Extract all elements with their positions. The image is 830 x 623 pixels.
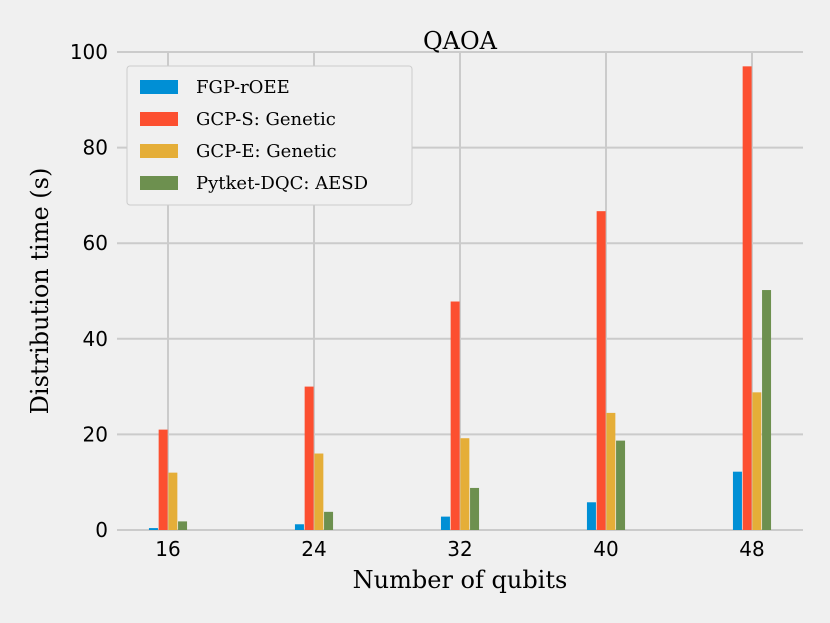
y-tick-label: 0 (95, 518, 108, 542)
chart-title: QAOA (423, 27, 498, 55)
bar-gcp-e-genetic-48 (752, 392, 762, 530)
bar-pytket-dqc-aesd-24 (324, 511, 334, 530)
bar-gcp-s-genetic-24 (304, 386, 314, 530)
legend-label: FGP-rOEE (196, 77, 290, 98)
bar-gcp-e-genetic-24 (314, 453, 324, 530)
bar-gcp-s-genetic-48 (742, 66, 752, 530)
y-tick-label: 100 (70, 40, 108, 64)
bar-pytket-dqc-aesd-40 (616, 440, 626, 530)
x-tick-label: 16 (155, 537, 180, 561)
legend-label: GCP-E: Genetic (196, 141, 337, 162)
bar-fgp-roee-48 (732, 471, 742, 530)
bar-gcp-s-genetic-16 (158, 429, 168, 530)
legend-swatch (140, 176, 178, 190)
bar-pytket-dqc-aesd-48 (762, 290, 772, 530)
x-tick-label: 48 (739, 537, 764, 561)
bar-pytket-dqc-aesd-16 (178, 521, 188, 530)
legend: FGP-rOEE GCP-S: Genetic GCP-E: Genetic Pytk… (126, 65, 413, 206)
y-tick-label: 20 (83, 422, 108, 446)
bar-pytket-dqc-aesd-32 (470, 487, 480, 530)
y-tick-labels: 0 20 40 60 80 100 (70, 40, 108, 542)
bar-fgp-roee-32 (440, 516, 450, 530)
x-tick-label: 24 (301, 537, 326, 561)
bars (148, 66, 772, 530)
y-tick-label: 80 (83, 136, 108, 160)
x-tick-label: 32 (447, 537, 472, 561)
legend-box (126, 65, 413, 206)
y-tick-label: 40 (83, 327, 108, 351)
x-tick-label: 40 (593, 537, 618, 561)
legend-label: Pytket-DQC: AESD (196, 173, 368, 194)
bar-fgp-roee-16 (148, 528, 158, 530)
bar-gcp-e-genetic-32 (460, 438, 470, 530)
legend-swatch (140, 112, 178, 126)
legend-swatch (140, 144, 178, 158)
legend-label: GCP-S: Genetic (196, 109, 336, 130)
bar-gcp-s-genetic-32 (450, 301, 460, 530)
bar-fgp-roee-40 (586, 502, 596, 530)
x-tick-labels: 16 24 32 40 48 (155, 537, 764, 561)
legend-swatch (140, 80, 178, 94)
bar-gcp-s-genetic-40 (596, 211, 606, 530)
bar-gcp-e-genetic-40 (606, 412, 616, 530)
y-tick-label: 60 (83, 231, 108, 255)
bar-gcp-e-genetic-16 (168, 472, 178, 530)
y-axis-label: Distribution time (s) (26, 168, 54, 415)
bar-fgp-roee-24 (294, 524, 304, 530)
x-axis-label: Number of qubits (353, 566, 568, 594)
